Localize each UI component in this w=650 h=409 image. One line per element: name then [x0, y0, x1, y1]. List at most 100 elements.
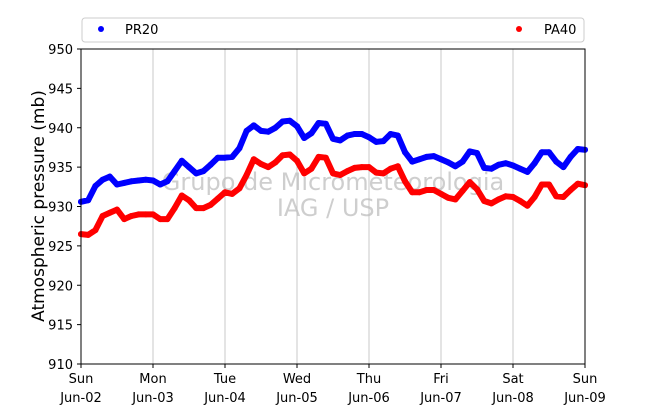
data-point-pa40 [92, 227, 99, 234]
data-point-pr20 [135, 177, 142, 184]
data-point-pr20 [517, 165, 524, 172]
data-point-pa40 [236, 185, 243, 192]
x-tick-label-day: Mon [139, 372, 166, 387]
data-point-pr20 [351, 131, 358, 137]
data-point-pa40 [445, 194, 452, 201]
data-point-pa40 [99, 213, 106, 219]
data-point-pa40 [466, 179, 473, 186]
data-point-pa40 [294, 157, 300, 164]
data-point-pr20 [114, 181, 120, 188]
x-tick-label-day: Sat [502, 372, 523, 387]
data-point-pa40 [286, 151, 293, 158]
data-point-pa40 [517, 198, 524, 204]
data-point-pa40 [214, 195, 221, 202]
x-tick-label-date: Jun-08 [491, 391, 534, 406]
data-point-pr20 [222, 154, 228, 161]
data-point-pa40 [157, 216, 164, 223]
data-point-pr20 [488, 165, 495, 172]
data-point-pa40 [351, 164, 358, 171]
data-point-pa40 [171, 205, 178, 212]
legend: PR20 PA40 [81, 17, 585, 43]
y-tick-label: 935 [48, 161, 73, 176]
data-point-pr20 [481, 164, 488, 171]
data-point-pa40 [538, 181, 545, 188]
data-point-pa40 [301, 170, 308, 177]
data-point-pr20 [524, 168, 531, 175]
data-point-pa40 [402, 178, 408, 185]
data-point-pa40 [308, 165, 315, 172]
data-point-pa40 [85, 231, 92, 238]
data-point-pa40 [207, 201, 214, 208]
data-point-pr20 [474, 150, 480, 156]
y-tick-label: 930 [48, 201, 73, 216]
series-pa40 [78, 151, 588, 238]
data-point-pr20 [150, 177, 156, 184]
data-point-pr20 [171, 168, 178, 175]
data-point-pr20 [502, 160, 509, 167]
data-point-pa40 [315, 153, 322, 160]
legend-box [81, 17, 585, 43]
data-point-pa40 [279, 152, 286, 159]
data-point-pa40 [502, 193, 509, 200]
data-point-pr20 [560, 164, 567, 171]
data-point-pr20 [92, 183, 99, 189]
data-point-pa40 [567, 187, 574, 193]
data-point-pr20 [330, 135, 336, 142]
data-point-pa40 [164, 216, 171, 223]
data-point-pr20 [445, 159, 452, 166]
data-point-pr20 [272, 124, 279, 131]
data-point-pa40 [200, 205, 207, 212]
data-point-pr20 [466, 148, 473, 155]
data-point-pa40 [438, 190, 444, 197]
data-point-pa40 [524, 202, 531, 209]
data-point-pr20 [358, 131, 365, 137]
y-tick-label: 920 [48, 279, 73, 294]
data-point-pa40 [574, 180, 581, 187]
y-tick-label: 925 [48, 240, 73, 255]
data-point-pr20 [258, 127, 264, 134]
data-point-pr20 [229, 153, 236, 160]
data-point-pr20 [200, 168, 207, 175]
x-tick-label-date: Jun-05 [275, 391, 318, 406]
data-point-pr20 [236, 145, 243, 152]
data-point-pr20 [207, 161, 214, 168]
data-point-pa40 [459, 187, 466, 194]
data-point-pr20 [366, 134, 372, 141]
data-point-pr20 [510, 162, 516, 169]
data-point-pa40 [258, 161, 264, 167]
series-pr20 [78, 117, 588, 205]
vertical-grid [152, 49, 514, 364]
data-point-pr20 [394, 132, 401, 139]
data-point-pr20 [387, 131, 394, 137]
data-point-pr20 [337, 137, 344, 144]
data-point-pr20 [416, 156, 423, 163]
data-point-pr20 [373, 138, 380, 145]
data-point-pr20 [459, 158, 466, 165]
data-point-pa40 [265, 164, 272, 171]
data-point-pr20 [546, 149, 552, 156]
data-point-pa40 [481, 198, 488, 204]
data-point-pr20 [193, 170, 200, 177]
x-tick-label-day: Wed [283, 372, 311, 387]
x-tick-label-date: Jun-09 [563, 391, 606, 406]
data-point-pa40 [193, 205, 200, 212]
data-point-pr20 [157, 181, 164, 188]
y-axis-label: Atmospheric pressure (mb) [29, 90, 49, 322]
data-point-pr20 [186, 164, 192, 171]
x-tick-label-date: Jun-03 [131, 391, 174, 406]
y-tick-label: 915 [48, 319, 73, 334]
data-point-pa40 [142, 211, 149, 218]
data-point-pa40 [495, 196, 502, 203]
data-point-pr20 [301, 135, 308, 141]
data-point-pr20 [142, 176, 149, 183]
data-point-pr20 [322, 120, 329, 127]
data-point-pa40 [546, 181, 552, 188]
data-point-pr20 [178, 157, 185, 164]
data-point-pr20 [430, 153, 437, 160]
watermark: Grupo de Micrometeorologia IAG / USP [162, 168, 504, 222]
x-tick-label-day: Sun [69, 372, 94, 387]
data-point-pa40 [366, 164, 372, 171]
data-point-pa40 [387, 165, 394, 172]
data-point-pr20 [164, 178, 171, 185]
